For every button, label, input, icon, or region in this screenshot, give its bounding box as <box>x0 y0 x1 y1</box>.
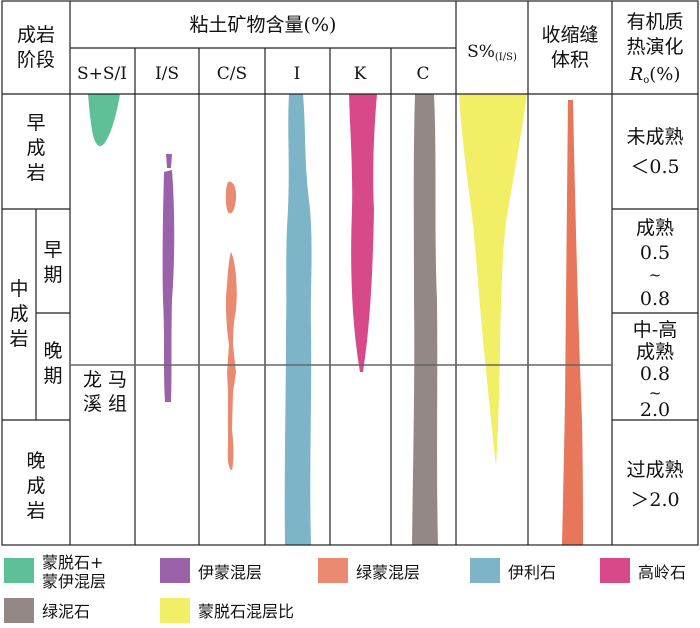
stage-early-1: 早 <box>26 112 45 134</box>
band-chlorite <box>412 94 438 545</box>
clay-group-header: 粘土矿物含量(%) <box>190 14 337 36</box>
column-header-i: I <box>294 64 301 84</box>
stage-late-3: 岩 <box>26 500 45 522</box>
legend-item-smectite: 蒙脱石+ 蒙伊混层 <box>4 553 106 591</box>
legend-item-chlorite: 绿泥石 <box>4 598 90 623</box>
column-header-c: C <box>416 64 429 84</box>
stage-middle-early-2: 期 <box>43 264 62 286</box>
legend: 蒙脱石+ 蒙伊混层 伊蒙混层 绿蒙混层 伊利石 高岭石 绿泥石 蒙脱石混层比 <box>4 553 686 623</box>
shrink-header-line-1: 收缩缝 <box>541 24 598 46</box>
maturity-midhigh-1: 中-高 <box>633 319 677 341</box>
legend-swatch-kaolinite <box>600 558 630 583</box>
maturity-labels: 未成熟 ＜0.5 成熟 0.5 ~ 0.8 中-高 成熟 0.8 ~ 2.0 过… <box>626 126 683 511</box>
stage-middle-1: 中 <box>9 278 28 300</box>
legend-label-s-ratio: 蒙脱石混层比 <box>198 602 294 621</box>
maturity-mature-high: 0.8 <box>640 288 670 310</box>
stage-header-line-2: 阶段 <box>17 49 55 71</box>
maturity-mature-low: 0.5 <box>640 242 670 264</box>
ro-header: Ro(%) <box>629 64 681 86</box>
legend-swatch-chlorite-smectite <box>318 558 348 583</box>
legend-swatch-smectite <box>4 558 34 583</box>
column-header-k: K <box>354 64 367 84</box>
header: 成岩 阶段 粘土矿物含量(%) S+S/I I/S C/S I K C S%(I… <box>17 11 684 86</box>
band-smectite <box>88 94 120 147</box>
stage-middle-2: 成 <box>9 303 28 325</box>
legend-label-smectite-2: 蒙伊混层 <box>42 572 106 591</box>
maturity-mature-tilde: ~ <box>649 266 662 284</box>
maturity-midhigh-2: 成熟 <box>636 341 674 363</box>
band-shrinkage <box>562 100 583 545</box>
stage-labels: 早 成 岩 中 成 岩 早 期 晚 期 晚 成 岩 <box>9 112 62 522</box>
stage-late-2: 成 <box>26 475 45 497</box>
band-illite <box>284 94 312 545</box>
stage-header-line-1: 成岩 <box>17 24 55 46</box>
maturity-over-value: ＞2.0 <box>630 489 679 511</box>
organic-header-line-1: 有机质 <box>626 11 683 33</box>
legend-item-kaolinite: 高岭石 <box>600 558 686 583</box>
grid-lines <box>1 0 699 546</box>
maturity-over-name: 过成熟 <box>626 459 683 481</box>
legend-item-s-ratio: 蒙脱石混层比 <box>160 598 294 623</box>
legend-item-illite-smectite: 伊蒙混层 <box>160 558 262 583</box>
maturity-mature-name: 成熟 <box>636 217 674 239</box>
mineral-bands <box>88 94 583 545</box>
band-kaolinite <box>349 94 377 372</box>
stage-middle-late-1: 晚 <box>43 340 62 362</box>
legend-label-chlorite: 绿泥石 <box>42 602 90 621</box>
maturity-midhigh-low: 0.8 <box>640 363 670 385</box>
band-s-ratio <box>459 94 527 466</box>
formation-line-2: 溪 组 <box>83 393 127 415</box>
legend-item-chlorite-smectite: 绿蒙混层 <box>318 558 420 583</box>
formation-label: 龙 马 溪 组 <box>83 369 127 415</box>
legend-item-illite: 伊利石 <box>470 558 556 583</box>
stage-middle-3: 岩 <box>9 328 28 350</box>
legend-swatch-illite <box>470 558 500 583</box>
legend-swatch-s-ratio <box>160 598 190 623</box>
legend-label-illite: 伊利石 <box>508 563 556 582</box>
legend-label-smectite-1: 蒙脱石+ <box>42 553 103 572</box>
maturity-midhigh-tilde: ~ <box>649 384 662 402</box>
maturity-midhigh-high: 2.0 <box>640 399 670 421</box>
stage-middle-late-2: 期 <box>43 365 62 387</box>
legend-label-illite-smectite: 伊蒙混层 <box>198 563 262 582</box>
stage-early-2: 成 <box>26 137 45 159</box>
column-header-is: I/S <box>155 64 179 84</box>
column-header-cs: C/S <box>217 64 247 84</box>
maturity-immature-value: ＜0.5 <box>630 156 679 178</box>
legend-swatch-illite-smectite <box>160 558 190 583</box>
stage-early-3: 岩 <box>26 162 45 184</box>
legend-label-chlorite-smectite: 绿蒙混层 <box>356 563 420 582</box>
shrink-header-line-2: 体积 <box>551 49 589 71</box>
stage-late-1: 晚 <box>26 450 45 472</box>
band-illite-smectite <box>162 154 175 402</box>
stage-middle-early-1: 早 <box>43 239 62 261</box>
s-ratio-header: S%(I/S) <box>467 42 517 63</box>
legend-swatch-chlorite <box>4 598 34 623</box>
column-header-s-si: S+S/I <box>77 64 127 84</box>
legend-label-kaolinite: 高岭石 <box>638 563 686 582</box>
organic-header-line-2: 热演化 <box>626 36 683 58</box>
maturity-immature-name: 未成熟 <box>626 126 683 148</box>
band-chlorite-smectite <box>225 181 237 470</box>
formation-line-1: 龙 马 <box>83 369 127 391</box>
